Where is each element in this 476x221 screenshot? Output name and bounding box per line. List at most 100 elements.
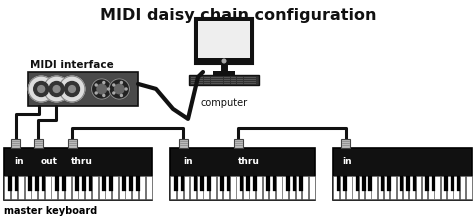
Bar [146,176,151,199]
Circle shape [95,92,97,94]
Bar [204,76,210,78]
Bar [244,80,249,82]
Bar [381,176,385,191]
Circle shape [125,88,127,90]
Text: master keyboard: master keyboard [4,206,97,216]
Bar [198,21,250,62]
Bar [122,176,126,191]
Bar [223,176,229,199]
Circle shape [115,84,124,94]
Bar [237,78,243,80]
Bar [269,176,275,199]
Bar [359,176,364,199]
Bar [195,18,253,64]
Circle shape [103,82,105,84]
Bar [82,176,86,191]
Bar [450,176,454,191]
Bar [409,176,415,199]
Circle shape [65,82,79,97]
Circle shape [28,76,54,102]
Bar [132,176,138,199]
Bar [276,176,282,199]
Bar [224,80,230,82]
Circle shape [34,82,49,97]
Bar [180,176,184,191]
Bar [368,176,372,191]
Bar [178,139,188,148]
Bar [293,176,296,191]
Bar [447,176,453,199]
Bar [224,82,230,84]
Bar [31,176,37,199]
Bar [8,176,12,191]
Bar [211,80,217,82]
Bar [42,176,45,191]
Bar [218,78,223,80]
Circle shape [59,76,85,102]
Circle shape [49,82,64,97]
Bar [72,176,78,199]
Circle shape [53,86,60,92]
Bar [198,78,203,80]
Bar [85,176,91,199]
Bar [58,176,64,199]
Circle shape [120,82,122,84]
Bar [250,76,256,78]
Bar [177,176,183,199]
Bar [198,82,203,84]
Bar [28,176,32,191]
Bar [220,176,224,191]
Bar [237,82,243,84]
Bar [18,176,24,199]
Bar [112,176,118,199]
Bar [432,176,435,191]
Text: computer: computer [200,98,248,108]
Text: in: in [343,157,352,166]
Bar [237,80,243,82]
Circle shape [69,86,75,92]
Bar [371,176,377,199]
Bar [15,176,19,191]
Circle shape [113,92,115,94]
Bar [230,78,237,80]
Bar [230,76,237,78]
Bar [340,176,345,199]
Bar [457,176,460,191]
Bar [45,176,50,199]
Circle shape [103,94,105,97]
Bar [435,176,440,199]
Bar [203,176,209,199]
Bar [296,176,301,199]
Bar [55,176,59,191]
Bar [189,75,259,85]
Bar [403,176,408,199]
Bar [247,176,250,191]
Bar [38,176,44,199]
Bar [129,176,133,191]
Bar [227,176,230,191]
Bar [400,176,404,191]
Circle shape [113,84,115,86]
Bar [218,76,223,78]
Text: thru: thru [70,157,92,166]
Bar [230,82,237,84]
Bar [211,76,217,78]
Bar [210,176,216,199]
Bar [407,176,410,191]
Bar [230,80,237,82]
Bar [362,176,366,191]
Bar [263,176,268,199]
Text: MIDI daisy chain configuration: MIDI daisy chain configuration [100,8,376,23]
Bar [387,176,391,191]
Bar [191,82,197,84]
Bar [65,176,71,199]
Circle shape [38,86,45,92]
Bar [282,176,288,199]
Bar [218,80,223,82]
Bar [224,78,230,80]
Bar [79,176,84,199]
Bar [416,176,421,199]
Bar [195,58,253,64]
Bar [211,78,217,80]
Bar [244,82,249,84]
